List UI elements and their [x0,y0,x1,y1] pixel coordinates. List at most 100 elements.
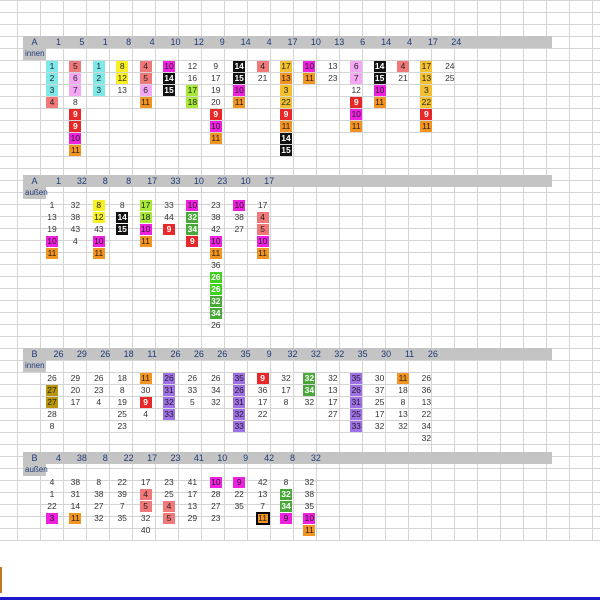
grid-cell[interactable]: 42 [211,223,221,234]
grid-cell[interactable]: 23 [328,72,338,83]
grid-cell[interactable]: 25 [117,408,127,419]
grid-cell[interactable]: 15 [233,72,246,84]
grid-cell[interactable]: 42 [257,476,268,487]
grid-cell[interactable]: 11 [139,372,152,384]
grid-cell[interactable]: 15 [280,144,292,156]
grid-cell[interactable]: 17 [257,396,268,407]
grid-cell[interactable]: 32 [304,476,315,487]
grid-cell[interactable]: 8 [119,199,125,210]
grid-cell[interactable]: 17 [70,396,81,407]
grid-cell[interactable]: 38 [304,488,315,499]
grid-cell[interactable]: 26 [163,372,175,384]
grid-cell[interactable]: 21 [398,72,408,83]
grid-cell[interactable]: 10 [69,132,82,144]
grid-cell[interactable]: 34 [303,384,316,396]
grid-cell[interactable]: 14 [373,60,386,72]
grid-cell[interactable]: 13 [47,211,57,222]
grid-cell[interactable]: 14 [116,211,129,223]
grid-cell[interactable]: 14 [280,132,292,144]
grid-cell[interactable]: 2 [92,72,105,84]
grid-cell[interactable]: 10 [233,199,246,211]
grid-cell[interactable]: 4 [49,476,55,487]
grid-cell[interactable]: 12 [187,60,198,71]
grid-cell[interactable]: 5 [163,512,175,524]
grid-cell[interactable]: 32 [398,420,408,431]
grid-cell[interactable]: 34 [186,223,199,235]
grid-cell[interactable]: 13 [420,72,433,84]
grid-cell[interactable]: 17 [139,199,152,211]
grid-cell[interactable]: 25 [374,396,385,407]
grid-cell[interactable]: 32 [211,396,221,407]
grid-cell[interactable]: 11 [92,247,105,259]
grid-cell[interactable]: 23 [117,420,127,431]
grid-cell[interactable]: 43 [70,223,81,234]
grid-cell[interactable]: 11 [397,372,409,384]
grid-cell[interactable]: 17 [186,84,199,96]
grid-cell[interactable]: 3 [280,84,292,96]
grid-cell[interactable]: 22 [421,408,432,419]
grid-cell[interactable]: 27 [46,384,58,396]
grid-cell[interactable]: 31 [233,396,246,408]
grid-cell[interactable]: 10 [209,235,222,247]
grid-cell[interactable]: 13 [117,84,127,95]
grid-cell[interactable]: 9 [139,396,152,408]
grid-cell[interactable]: 11 [233,96,246,108]
grid-cell[interactable]: 10 [139,223,152,235]
grid-cell[interactable]: 4 [256,60,269,72]
grid-cell[interactable]: 21 [257,72,268,83]
grid-cell[interactable]: 4 [139,60,152,72]
grid-cell[interactable]: 23 [211,199,221,210]
grid-cell[interactable]: 4 [73,235,78,246]
grid-cell[interactable]: 11 [280,120,292,132]
grid-cell[interactable]: 38 [211,211,221,222]
grid-cell[interactable]: 13 [328,60,338,71]
grid-cell[interactable]: 11 [303,524,316,536]
grid-cell[interactable]: 15 [116,223,129,235]
grid-cell[interactable]: 11 [373,96,386,108]
grid-cell[interactable]: 9 [69,120,82,132]
grid-cell[interactable]: 10 [46,235,58,247]
grid-cell[interactable]: 9 [350,96,363,108]
grid-cell[interactable]: 5 [69,60,82,72]
grid-cell[interactable]: 13 [257,488,268,499]
grid-cell[interactable]: 38 [70,211,81,222]
grid-cell[interactable]: 12 [351,84,361,95]
grid-cell[interactable]: 12 [92,211,105,223]
grid-cell[interactable]: 33 [164,199,174,210]
grid-cell[interactable]: 38 [234,211,244,222]
grid-cell[interactable]: 10 [163,60,175,72]
grid-cell[interactable]: 13 [280,72,292,84]
grid-cell[interactable]: 19 [47,223,57,234]
grid-cell[interactable]: 8 [96,476,102,487]
grid-cell[interactable]: 9 [420,108,433,120]
grid-cell[interactable]: 15 [373,72,386,84]
grid-cell[interactable]: 26 [209,283,222,295]
grid-cell[interactable]: 10 [92,235,105,247]
grid-cell[interactable]: 6 [69,72,82,84]
grid-cell[interactable]: 17 [211,72,221,83]
grid-cell[interactable]: 4 [139,488,152,500]
grid-cell[interactable]: 9 [233,476,246,488]
grid-cell[interactable]: 35 [234,500,244,511]
grid-cell[interactable]: 17 [328,396,338,407]
grid-cell[interactable]: 7 [350,72,363,84]
grid-cell[interactable]: 17 [281,384,291,395]
grid-cell[interactable]: 8 [283,476,289,487]
grid-cell[interactable]: 32 [70,199,81,210]
grid-cell[interactable]: 38 [94,488,104,499]
grid-cell[interactable]: 26 [187,372,198,383]
grid-cell[interactable]: 19 [211,84,221,95]
grid-cell[interactable]: 11 [46,247,58,259]
grid-cell[interactable]: 4 [397,60,409,72]
grid-cell[interactable]: 30 [140,384,151,395]
grid-cell[interactable]: 26 [211,372,221,383]
grid-cell[interactable]: 27 [94,500,104,511]
grid-cell[interactable]: 40 [140,524,151,535]
grid-cell[interactable]: 39 [117,488,127,499]
grid-cell[interactable]: 11 [303,72,316,84]
grid-cell[interactable]: 35 [350,372,363,384]
grid-cell[interactable]: 9 [256,372,269,384]
grid-cell[interactable]: 23 [164,476,174,487]
grid-cell[interactable]: 33 [233,420,246,432]
spreadsheet-grid[interactable]: A 1 5 1 8 4 10 12 9 14 4 17 10 13 6 14 4 17 24 innen 1 2 3 4 5 6 7… [0,0,600,541]
